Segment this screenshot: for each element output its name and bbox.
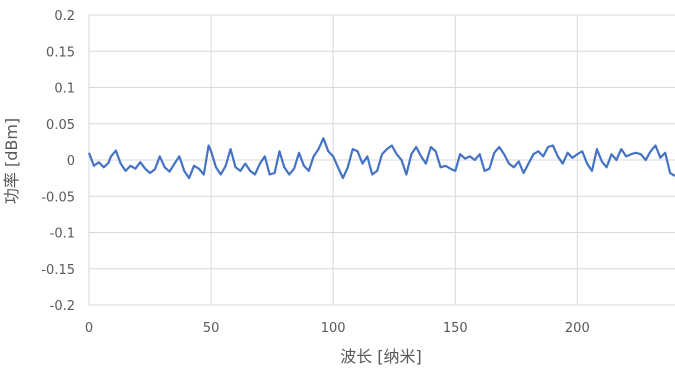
series-line (87, 137, 675, 180)
y-axis-ticks: 0.2 0.15 0.1 0.05 0 -0.05 -0.1 -0.15 -0.2 (41, 9, 75, 314)
y-tick-label: 0.1 (54, 82, 75, 97)
y-tick-label: 0 (67, 154, 75, 169)
x-tick-label: 200 (565, 321, 590, 336)
x-tick-label: 150 (443, 321, 468, 336)
y-tick-label: -0.2 (50, 299, 75, 314)
y-tick-label: -0.05 (41, 190, 75, 205)
y-tick-label: 0.2 (54, 9, 75, 24)
y-axis-title: 功率 [dBm] (2, 118, 21, 204)
grid (88, 14, 675, 306)
x-tick-label: 100 (321, 321, 346, 336)
y-tick-label: -0.15 (41, 263, 75, 278)
x-axis-title: 波长 [纳米] (340, 347, 422, 366)
series-layer (87, 137, 675, 180)
y-tick-label: -0.1 (50, 227, 75, 242)
x-axis-ticks: 0 50 100 150 200 (85, 321, 590, 336)
y-tick-label: 0.15 (46, 45, 75, 60)
x-tick-label: 0 (85, 321, 93, 336)
y-tick-label: 0.05 (46, 118, 75, 133)
x-tick-label: 50 (203, 321, 220, 336)
